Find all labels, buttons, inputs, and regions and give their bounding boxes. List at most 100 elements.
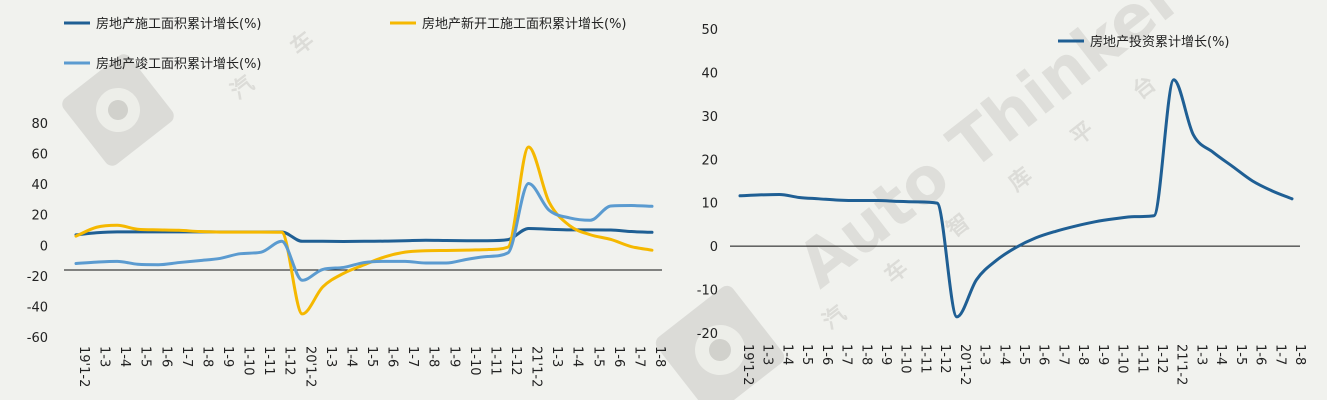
y-tick-label: 20 [701, 153, 718, 168]
x-tick-label: 1-6 [385, 346, 400, 367]
left-y-axis: 80 60 40 20 0 -20 -40 -60 [27, 117, 662, 346]
x-tick-label: 1-4 [1213, 344, 1228, 365]
series-line-0 [74, 226, 654, 243]
y-tick-label: 80 [31, 117, 48, 132]
x-tick-label: 1-7 [1055, 344, 1070, 365]
x-tick-label: 1-8 [199, 346, 214, 367]
x-tick-label: 1-7 [179, 346, 194, 367]
x-tick-label: 1-3 [97, 346, 112, 367]
y-tick-label: 40 [701, 66, 718, 81]
watermark-char: 库 [1004, 163, 1037, 196]
watermark-char: 车 [880, 255, 913, 289]
x-tick-label: 1-11 [917, 344, 932, 374]
x-tick-label: 1-8 [1075, 344, 1090, 365]
left-x-axis: 19'1-2 1-3 1-4 1-5 1-6 1-7 1-8 1-9 1-10 1-11 1-12 2… [76, 346, 667, 387]
x-tick-label: 1-4 [570, 346, 585, 367]
x-tick-label: 1-7 [839, 344, 854, 365]
watermark-char: 车 [286, 27, 319, 61]
x-tick-label: 1-10 [241, 346, 256, 376]
watermark-logo-bottom [655, 285, 785, 400]
x-tick-label: 1-5 [1233, 344, 1248, 365]
y-tick-label: -60 [27, 331, 48, 346]
right-y-axis: 50 40 30 20 10 0 -10 -20 [697, 23, 1300, 342]
x-tick-label: 1-7 [631, 346, 646, 367]
x-tick-label: 1-11 [261, 346, 276, 376]
x-tick-label: 1-8 [1292, 344, 1307, 365]
x-tick-label: 19'1-2 [76, 346, 91, 387]
series-line-0 [738, 78, 1294, 319]
x-tick-label: 1-5 [590, 346, 605, 367]
y-tick-label: -20 [697, 327, 718, 342]
legend-label-0: 房地产施工面积累计增长(%) [96, 16, 262, 32]
x-tick-label: 1-11 [487, 346, 502, 376]
watermark-char: 汽 [226, 71, 259, 105]
x-tick-label: 19'1-2 [740, 344, 755, 385]
legend-label-2: 房地产竣工面积累计增长(%) [96, 56, 262, 72]
x-tick-label: 20'1-2 [957, 344, 972, 385]
y-tick-label: 10 [701, 197, 718, 212]
x-tick-label: 1-12 [937, 344, 952, 374]
right-x-axis: 19'1-2 1-3 1-4 1-5 1-6 1-7 1-8 1-9 1-10 1-11 1-12 2… [740, 344, 1307, 385]
watermark-logo-left [62, 54, 174, 166]
x-tick-label: 1-6 [158, 346, 173, 367]
x-tick-label: 21'1-2 [529, 346, 544, 387]
y-tick-label: -20 [27, 270, 48, 285]
x-tick-label: 1-5 [138, 346, 153, 367]
x-tick-label: 1-6 [819, 344, 834, 365]
right-legend: 房地产投资累计增长(%) [1058, 34, 1230, 50]
x-tick-label: 1-3 [1193, 344, 1208, 365]
y-tick-label: 50 [701, 23, 718, 38]
x-tick-label: 1-3 [760, 344, 775, 365]
x-tick-label: 1-8 [858, 344, 873, 365]
series-line-2 [74, 182, 654, 282]
watermark-char: 平 [1066, 117, 1099, 150]
chart-construction-area: 80 60 40 20 0 -20 -40 -60 19'1-2 1-3 1-4 1-5 1-6 1-7… [27, 16, 667, 387]
legend-label-0: 房地产投资累计增长(%) [1090, 34, 1230, 50]
x-tick-label: 1-9 [878, 344, 893, 365]
y-tick-label: -10 [697, 284, 718, 299]
y-tick-label: 20 [31, 209, 48, 224]
y-tick-label: 30 [701, 110, 718, 125]
x-tick-label: 1-12 [282, 346, 297, 376]
x-tick-label: 1-7 [405, 346, 420, 367]
x-tick-label: 1-6 [1253, 344, 1268, 365]
x-tick-label: 1-4 [117, 346, 132, 367]
x-tick-label: 1-12 [1154, 344, 1169, 374]
x-tick-label: 1-10 [898, 344, 913, 374]
x-tick-label: 1-6 [611, 346, 626, 367]
y-tick-label: 0 [40, 239, 48, 254]
x-tick-label: 1-8 [652, 346, 667, 367]
left-series-lines [74, 145, 654, 316]
x-tick-label: 1-9 [220, 346, 235, 367]
x-tick-label: 1-3 [323, 346, 338, 367]
x-tick-label: 1-3 [977, 344, 992, 365]
x-tick-label: 1-10 [1115, 344, 1130, 374]
x-tick-label: 1-3 [549, 346, 564, 367]
x-tick-label: 1-6 [1036, 344, 1051, 365]
x-tick-label: 1-5 [1016, 344, 1031, 365]
y-tick-label: 40 [31, 178, 48, 193]
x-tick-label: 1-4 [343, 346, 358, 367]
x-tick-label: 20'1-2 [302, 346, 317, 387]
watermark-char: 智 [942, 209, 975, 243]
legend-label-1: 房地产新开工施工面积累计增长(%) [422, 16, 627, 32]
left-legend: 房地产施工面积累计增长(%) 房地产新开工施工面积累计增长(%) 房地产竣工面积累计… [64, 16, 627, 72]
y-tick-label: 0 [710, 240, 718, 255]
x-tick-label: 1-5 [364, 346, 379, 367]
x-tick-label: 21'1-2 [1174, 344, 1189, 385]
x-tick-label: 1-5 [799, 344, 814, 365]
y-tick-label: 60 [31, 148, 48, 163]
x-tick-label: 1-9 [1095, 344, 1110, 365]
y-tick-label: -40 [27, 300, 48, 315]
right-series-lines [738, 78, 1294, 319]
x-tick-label: 1-10 [467, 346, 482, 376]
x-tick-label: 1-9 [446, 346, 461, 367]
x-tick-label: 1-4 [779, 344, 794, 365]
x-tick-label: 1-11 [1134, 344, 1149, 374]
series-line-1 [74, 145, 654, 316]
watermark-char: 汽 [818, 301, 851, 335]
x-tick-label: 1-8 [426, 346, 441, 367]
x-tick-label: 1-7 [1272, 344, 1287, 365]
x-tick-label: 1-12 [508, 346, 523, 376]
